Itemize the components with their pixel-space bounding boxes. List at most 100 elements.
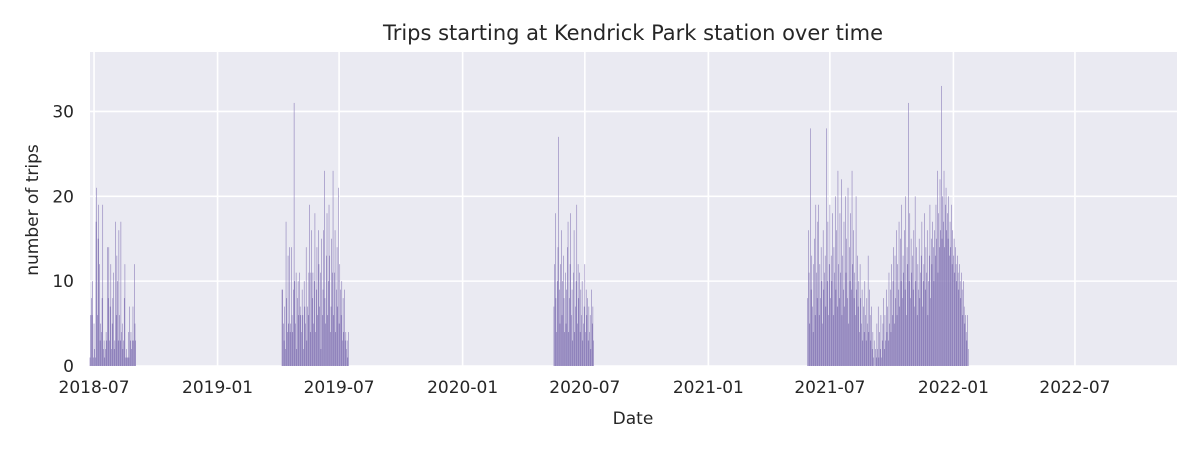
bar — [593, 340, 594, 366]
bar — [125, 349, 127, 366]
bar — [954, 272, 956, 366]
bar — [847, 298, 848, 366]
bar — [129, 306, 130, 366]
bar — [111, 349, 112, 366]
bar — [963, 281, 964, 366]
bar — [284, 306, 285, 366]
bar — [311, 230, 312, 366]
bar — [959, 281, 961, 366]
bar — [951, 264, 953, 366]
bar — [808, 272, 810, 366]
bar — [880, 315, 882, 366]
bar — [913, 230, 915, 366]
bar — [580, 289, 582, 366]
bar — [910, 238, 912, 366]
bar — [886, 332, 888, 366]
bar — [884, 349, 885, 366]
bar — [941, 238, 943, 366]
bar — [830, 255, 832, 366]
bar — [577, 323, 578, 366]
bar — [101, 332, 102, 366]
bar — [877, 349, 878, 366]
bar — [955, 264, 957, 366]
x-tick-label: 2021-01 — [673, 378, 744, 398]
bar — [556, 332, 557, 366]
bar — [935, 255, 936, 366]
bar — [589, 315, 591, 366]
bar — [898, 221, 900, 366]
bar — [298, 315, 300, 366]
bar — [817, 221, 819, 366]
bar — [958, 289, 960, 366]
bar — [297, 281, 299, 366]
bar — [291, 247, 292, 366]
bar — [849, 281, 851, 366]
bar — [841, 179, 842, 366]
bar — [91, 298, 92, 366]
bar — [287, 332, 288, 366]
bar — [965, 332, 967, 366]
bar — [933, 247, 934, 366]
bar — [285, 221, 287, 366]
bar — [340, 315, 342, 366]
bar — [947, 213, 948, 366]
bar — [316, 247, 318, 366]
bar — [819, 264, 821, 366]
bar — [915, 281, 917, 366]
bar — [862, 340, 864, 366]
bar — [875, 349, 876, 366]
x-tick-label: 2018-07 — [59, 378, 130, 398]
bar — [585, 289, 587, 366]
bar — [847, 187, 849, 366]
bar — [832, 315, 834, 366]
bar — [578, 298, 580, 366]
bar — [572, 340, 574, 366]
bar — [570, 213, 571, 366]
bar — [591, 289, 592, 366]
bar — [309, 332, 311, 366]
bar — [829, 204, 831, 366]
bar — [588, 306, 590, 366]
bar — [892, 281, 894, 366]
bar — [338, 187, 339, 366]
bar — [877, 306, 879, 366]
bar — [888, 272, 890, 366]
bar — [557, 281, 558, 366]
bar — [957, 272, 959, 366]
bar — [553, 306, 555, 366]
bar — [900, 281, 902, 366]
bar — [555, 213, 556, 366]
bar — [131, 349, 132, 366]
bar — [916, 315, 918, 366]
bar — [100, 323, 102, 366]
bar — [305, 247, 307, 366]
bar — [592, 306, 594, 366]
bar — [890, 289, 891, 366]
bar — [964, 323, 966, 366]
bar — [930, 298, 931, 366]
bar — [916, 247, 917, 366]
bar — [928, 281, 929, 366]
bar — [582, 340, 584, 366]
bar — [830, 298, 831, 366]
bar — [827, 221, 829, 366]
bar — [328, 204, 330, 366]
bar — [840, 272, 841, 366]
bar — [822, 230, 824, 366]
bar — [324, 170, 325, 366]
bar — [313, 323, 314, 366]
bar — [855, 315, 856, 366]
bar — [322, 315, 323, 366]
bar — [853, 298, 855, 366]
bar — [334, 230, 336, 366]
bar — [574, 332, 576, 366]
bar — [907, 264, 909, 366]
bar — [808, 230, 809, 366]
bar — [843, 221, 845, 366]
bar — [936, 238, 937, 366]
bar — [107, 298, 109, 366]
bar — [105, 349, 106, 366]
bar — [920, 272, 921, 366]
bar — [315, 332, 316, 366]
